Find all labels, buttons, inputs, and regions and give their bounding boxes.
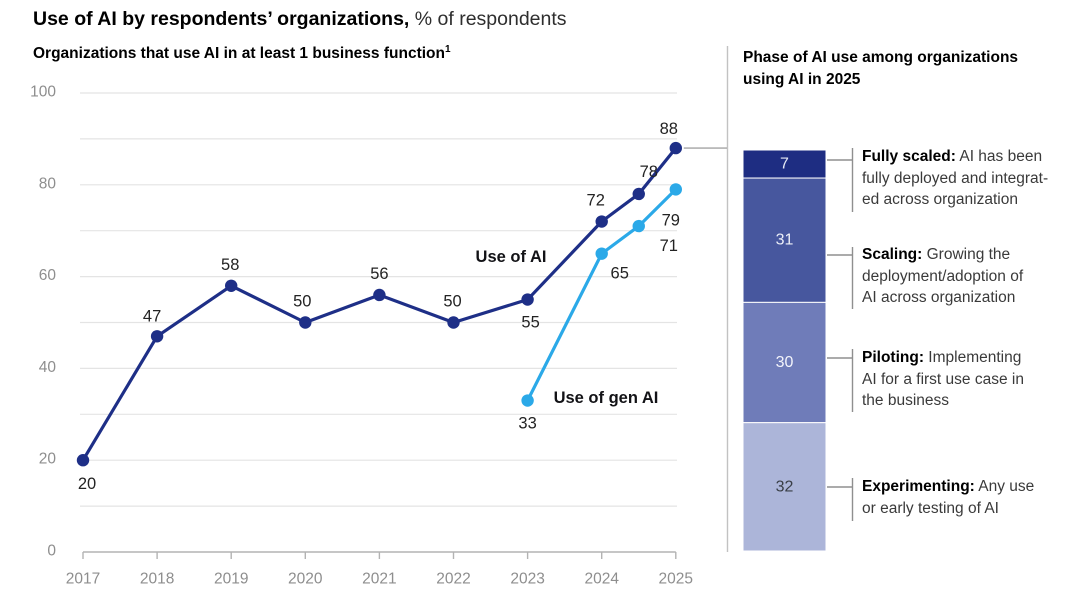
phase-term: Piloting: [862,349,924,366]
series-line [81,147,678,462]
bar-segment-value: 31 [776,232,794,249]
phase-line: fully deployed and integrat- [862,169,1049,187]
bar-segment-scaling [742,177,827,303]
right-panel-title: Phase of AI use among organizations usin… [743,49,1019,88]
page-title-units: % of respondents [409,8,567,30]
data-point [669,141,682,155]
bar-segment-piloting [742,301,827,424]
phase-label-scaling: Scaling: Growing the deployment/adoption… [862,244,1080,309]
data-point [632,187,645,201]
svg-text:20: 20 [39,451,57,468]
phase-label-experimenting: Experimenting: Any use or early testing … [862,476,1080,519]
phase-line: Experimenting: Any use [862,478,1035,495]
phase-term: Experimenting: [862,478,975,495]
bar-segment-experimenting [742,422,827,552]
y-axis-labels: 0 20 40 60 80 100 [30,84,56,560]
svg-text:2023: 2023 [510,571,544,588]
svg-text:2017: 2017 [66,571,100,588]
phase-line: AI across organization [862,289,1016,306]
data-label: 71 [660,237,678,255]
data-point [150,330,164,343]
data-point [447,316,460,329]
series-line [526,188,677,402]
data-label: 78 [640,163,658,181]
series-use-of-gen-ai: 33 65 71 79 Use of gen AI [518,183,682,433]
bar-segment-value: 32 [776,478,794,495]
stacked-bar: 7 31 30 32 [742,149,827,552]
page-title: Use of AI by respondents’ organizations,… [33,8,567,31]
series-label-use-of-ai: Use of AI [476,248,547,266]
data-point [299,316,312,329]
data-label: 88 [660,120,678,138]
data-point [595,215,608,228]
data-label: 20 [78,475,96,493]
bar-segment-fully-scaled [742,149,827,179]
x-axis: 2017 2018 2019 2020 2021 2022 2023 2024 2025 [66,551,693,588]
svg-text:2018: 2018 [140,571,174,588]
line-chart-subtitle-text: Organizations that use AI in at least 1 … [33,45,445,63]
svg-text:2020: 2020 [288,571,323,588]
svg-text:2021: 2021 [362,571,396,588]
line-chart-subtitle: Organizations that use AI in at least 1 … [33,44,451,63]
phase-line: deployment/adoption of [862,267,1024,285]
data-point [521,293,534,306]
series-label-use-of-gen-ai: Use of gen AI [554,389,659,407]
svg-text:2024: 2024 [584,571,619,588]
data-label: 65 [611,265,629,283]
svg-text:2025: 2025 [659,571,693,588]
series-use-of-ai: 20 47 58 50 56 50 55 72 78 88 Use of AI [76,120,682,493]
phase-line: or early testing of AI [862,499,999,517]
phase-line: Piloting: Implementing [862,349,1022,366]
svg-text:100: 100 [30,84,56,101]
data-point [669,183,682,196]
phase-label-piloting: Piloting: Implementing AI for a first us… [862,347,1080,412]
data-label: 47 [143,307,161,325]
svg-text:2022: 2022 [436,571,470,588]
data-point [632,219,645,233]
data-point [595,247,608,260]
data-label: 50 [293,293,311,311]
data-label: 55 [521,314,539,332]
data-point [373,288,386,302]
bar-segment-value: 7 [780,156,789,173]
svg-text:40: 40 [39,359,57,376]
phase-line: the business [862,392,950,409]
data-point [225,279,238,292]
data-label: 79 [662,211,680,229]
phase-line: Scaling: Growing the [862,246,1011,263]
footnote-marker: 1 [444,44,451,55]
data-label: 33 [518,415,536,433]
data-label: 72 [587,192,605,210]
phase-label-fully-scaled: Fully scaled: AI has been fully deployed… [862,146,1080,211]
phase-line: AI for a first use case in [862,370,1024,388]
phase-term: Scaling: [862,246,923,263]
data-label: 50 [443,293,461,311]
data-label: 58 [221,256,239,274]
svg-text:80: 80 [39,175,57,192]
data-point [521,394,534,407]
phase-line: Fully scaled: AI has been [862,148,1043,165]
svg-text:0: 0 [47,543,56,560]
phase-line: ed across organization [862,191,1018,208]
phase-brackets [827,148,854,521]
gridlines [80,92,677,507]
phase-term: Fully scaled: [862,148,956,165]
svg-text:2019: 2019 [214,571,248,588]
bar-segment-value: 30 [776,354,794,371]
page-title-bold: Use of AI by respondents’ organizations, [33,8,410,30]
data-label: 56 [370,265,388,283]
svg-text:60: 60 [39,267,57,284]
data-point [76,454,90,467]
